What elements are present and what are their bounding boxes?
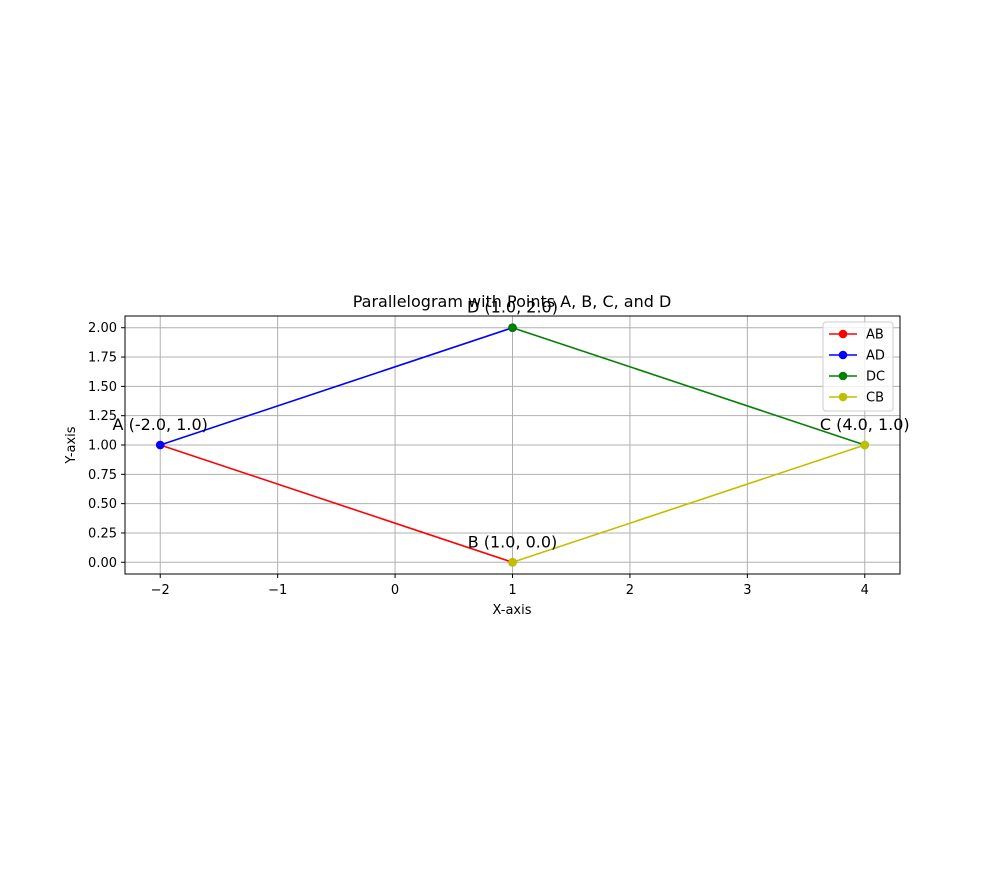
series-lines — [155, 323, 870, 567]
legend-marker — [838, 350, 848, 360]
y-tick-label: 0.00 — [88, 556, 117, 571]
x-tick-label: 1 — [508, 583, 516, 598]
legend-label: AB — [866, 328, 884, 343]
y-tick-label: 0.75 — [88, 468, 117, 483]
series-point-cb — [508, 557, 517, 567]
point-label: D (1.0, 2.0) — [467, 298, 558, 317]
legend-marker — [838, 329, 848, 339]
legend-marker — [838, 392, 848, 402]
y-tick-label: 1.75 — [88, 351, 117, 366]
series-point-dc — [508, 323, 517, 333]
y-axis-label: Y-axis — [64, 426, 79, 464]
series-point-ad — [155, 440, 165, 450]
point-label: C (4.0, 1.0) — [820, 415, 910, 434]
plot-frame — [124, 315, 901, 575]
x-tick-label: 4 — [861, 583, 869, 598]
y-tick-label: 0.25 — [88, 526, 117, 541]
series-line-ad — [159, 326, 513, 446]
legend: AB AD DC CB — [822, 321, 894, 412]
y-tick-label: 1.50 — [88, 380, 117, 395]
legend-label: DC — [866, 370, 885, 385]
series-line-ab — [159, 444, 513, 564]
legend-label: CB — [866, 391, 884, 406]
point-annotations: A (-2.0, 1.0) B (1.0, 0.0) C (4.0, 1.0) D (… — [113, 298, 910, 552]
x-tick-label: 3 — [743, 583, 751, 598]
y-tick-label: 1.25 — [88, 409, 117, 424]
legend-label: AD — [866, 349, 885, 364]
y-tick-label: 1.00 — [88, 439, 117, 454]
series-line-dc — [512, 326, 866, 446]
point-label: B (1.0, 0.0) — [468, 532, 558, 551]
x-tick-label: 2 — [626, 583, 634, 598]
x-tick-label: −1 — [268, 583, 287, 598]
legend-box — [822, 321, 894, 412]
y-tick-label: 0.50 — [88, 497, 117, 512]
point-label: A (-2.0, 1.0) — [113, 415, 208, 434]
chart-title: Parallelogram with Points A, B, C, and D — [353, 292, 672, 311]
axis-ticks: −2 −1 0 1 2 3 4 0.00 0.25 0.50 0.75 1.00 1.25 1.50 1.7… — [88, 321, 869, 598]
series-line-cb — [512, 444, 866, 564]
x-tick-label: 0 — [391, 583, 399, 598]
x-axis-label: X-axis — [493, 603, 532, 618]
series-point-cb — [860, 440, 870, 450]
y-tick-label: 2.00 — [88, 321, 117, 336]
legend-marker — [838, 371, 848, 381]
x-tick-label: −2 — [151, 583, 170, 598]
